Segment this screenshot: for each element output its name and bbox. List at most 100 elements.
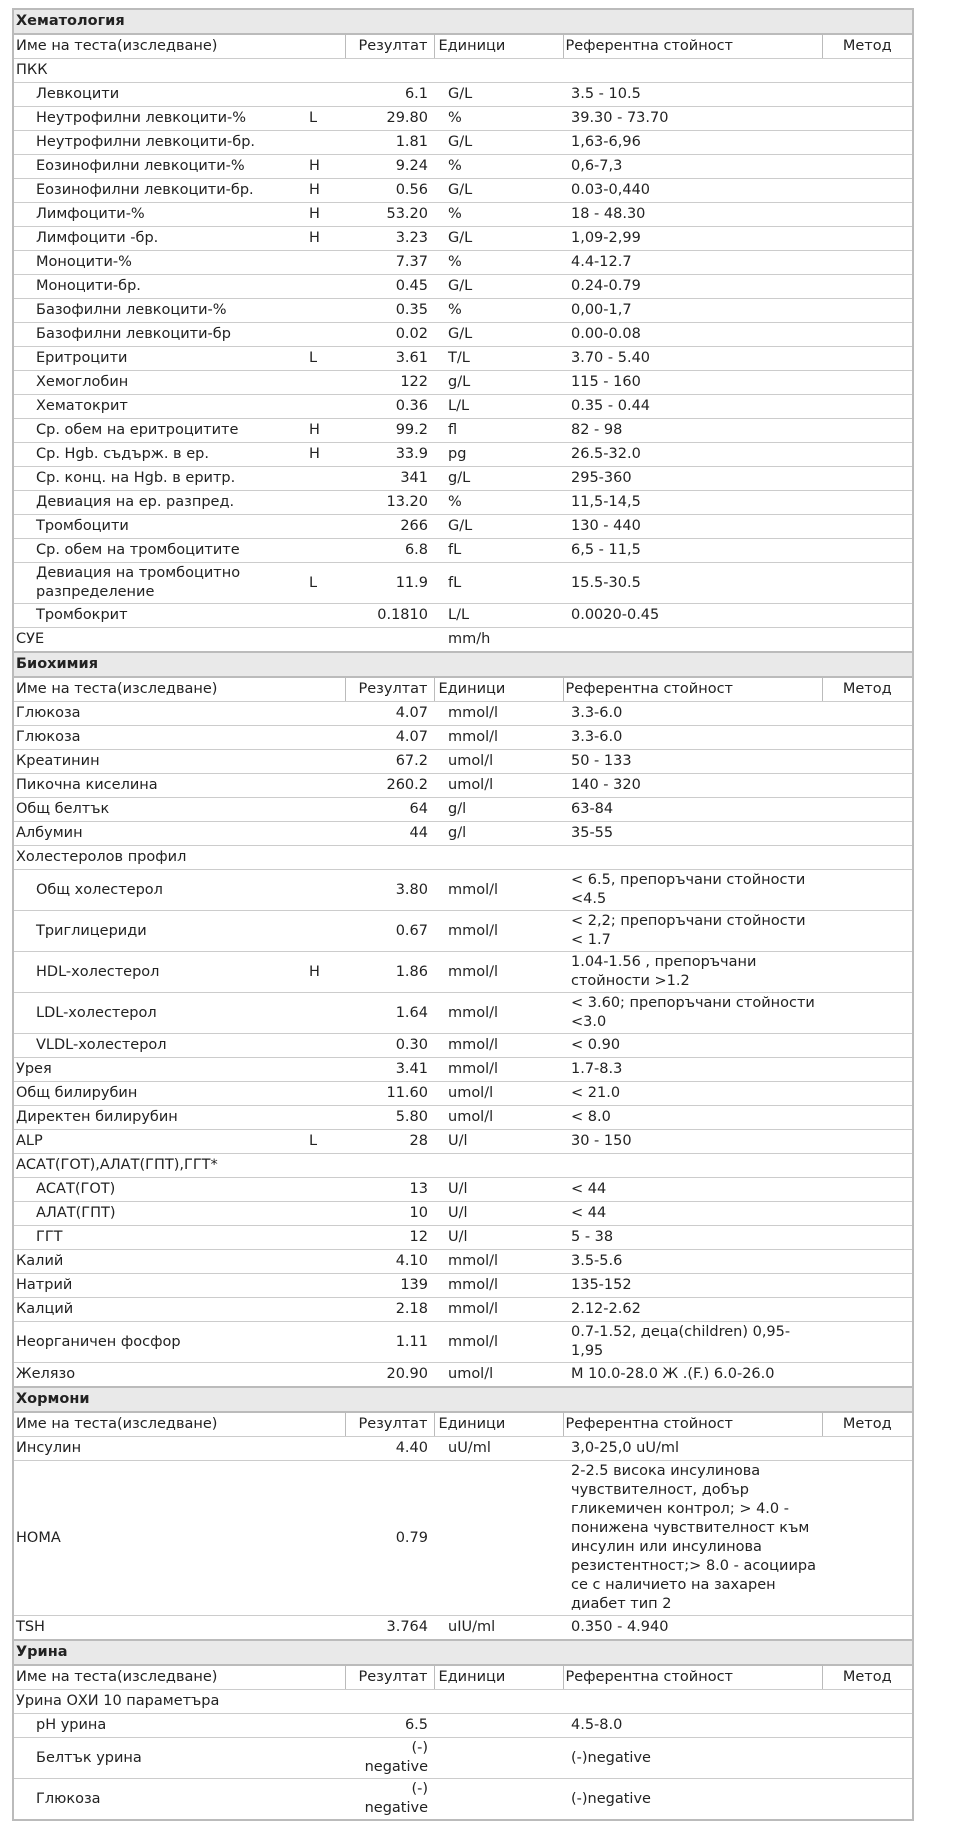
result: 1.64 <box>345 992 434 1034</box>
test-name: АСАТ(ГОТ) <box>13 1177 305 1202</box>
section-title: Биохимия <box>13 651 914 678</box>
result-row: Базофилни левкоцити-% 0.35% 0,00-1,7 <box>13 298 914 323</box>
flag <box>305 1225 345 1250</box>
unit: % <box>434 298 563 323</box>
test-name: Глюкоза <box>13 725 305 750</box>
test-name: Лимфоцити -бр. <box>13 226 305 251</box>
flag <box>305 130 345 155</box>
unit: % <box>434 250 563 275</box>
test-name: Натрий <box>13 1273 305 1298</box>
flag <box>305 1321 345 1363</box>
result-row: HOMA 0.79 2-2.5 висока инсулинова чувствит… <box>13 1460 914 1616</box>
test-name: Калций <box>13 1297 305 1322</box>
result-row: АЛАТ(ГПТ) 10 U/l < 44 <box>13 1201 914 1226</box>
reference: 18 - 48.30 <box>563 202 822 227</box>
method <box>822 202 914 227</box>
flag <box>305 82 345 107</box>
result: 3.41 <box>345 1057 434 1082</box>
result: 11.60 <box>345 1081 434 1106</box>
result-row: Общ белтък 64 g/l 63-84 <box>13 797 914 822</box>
flag <box>305 603 345 628</box>
unit <box>434 1153 563 1178</box>
result: 2.18 <box>345 1297 434 1322</box>
test-name: Ср. обем на еритроцитите <box>13 418 305 443</box>
flag <box>305 1177 345 1202</box>
result-row: Желязо 20.90 umol/l М 10.0-28.0 Ж .(F.) 6.0… <box>13 1362 914 1388</box>
reference: 2-2.5 висока инсулинова чувствителност, … <box>563 1460 822 1616</box>
unit: % <box>434 490 563 515</box>
unit: U/l <box>434 1225 563 1250</box>
unit <box>434 58 563 83</box>
method <box>822 1177 914 1202</box>
reference: 1,63-6,96 <box>563 130 822 155</box>
result: 4.10 <box>345 1249 434 1274</box>
method <box>822 394 914 419</box>
result: 11.9 <box>345 562 434 604</box>
result: 0.35 <box>345 298 434 323</box>
header-row: Име на теста(изследване) Резултат Единици Р… <box>13 677 914 702</box>
test-name: Моноцити-% <box>13 250 305 275</box>
flag <box>305 773 345 798</box>
result-row: TSH 3.764 uIU/ml 0.350 - 4.940 <box>13 1615 914 1641</box>
column-header: Метод <box>822 677 914 702</box>
flag <box>305 1273 345 1298</box>
reference: 1,09-2,99 <box>563 226 822 251</box>
result: 4.40 <box>345 1436 434 1461</box>
result: 139 <box>345 1273 434 1298</box>
result: (-) negative <box>345 1737 434 1779</box>
result-row: ALP L 28 U/l 30 - 150 <box>13 1129 914 1154</box>
result: 3.61 <box>345 346 434 371</box>
unit: G/L <box>434 226 563 251</box>
result: 0.45 <box>345 274 434 299</box>
method <box>822 490 914 515</box>
flag <box>305 627 345 653</box>
result: 33.9 <box>345 442 434 467</box>
reference <box>563 627 822 653</box>
flag <box>305 1436 345 1461</box>
test-name: ALP <box>13 1129 305 1154</box>
unit: uU/ml <box>434 1436 563 1461</box>
result-row: Ср. обем на тромбоцитите 6.8 fL 6,5 - 11,5 <box>13 538 914 563</box>
flag <box>305 298 345 323</box>
method <box>822 250 914 275</box>
reference: (-)negative <box>563 1737 822 1779</box>
flag <box>305 250 345 275</box>
result-row: ГГТ 12 U/l 5 - 38 <box>13 1225 914 1250</box>
method <box>822 370 914 395</box>
reference: < 0.90 <box>563 1033 822 1058</box>
test-name: Креатинин <box>13 749 305 774</box>
result: 266 <box>345 514 434 539</box>
result: 1.86 <box>345 951 434 993</box>
test-name: Пикочна киселина <box>13 773 305 798</box>
test-name: Глюкоза <box>13 1778 305 1821</box>
reference: 30 - 150 <box>563 1129 822 1154</box>
unit: % <box>434 106 563 131</box>
unit: uIU/ml <box>434 1615 563 1641</box>
method <box>822 1615 914 1641</box>
result: 20.90 <box>345 1362 434 1388</box>
method <box>822 1321 914 1363</box>
reference: 15.5-30.5 <box>563 562 822 604</box>
flag <box>305 701 345 726</box>
test-name: Неутрофилни левкоцити-бр. <box>13 130 305 155</box>
section-title: Урина <box>13 1639 914 1666</box>
flag <box>305 538 345 563</box>
result-row: Ср. конц. на Hgb. в еритр. 341 g/L 295-360 <box>13 466 914 491</box>
lab-report: Хематология Име на теста(изследване) Резул… <box>12 8 915 1821</box>
test-name: Албумин <box>13 821 305 846</box>
reference: 135-152 <box>563 1273 822 1298</box>
column-header: Референтна стойност <box>563 1665 823 1690</box>
result: 7.37 <box>345 250 434 275</box>
method <box>822 749 914 774</box>
column-header: Референтна стойност <box>563 34 823 59</box>
test-name: Калий <box>13 1249 305 1274</box>
result: 64 <box>345 797 434 822</box>
test-name: LDL-холестерол <box>13 992 305 1034</box>
method <box>822 130 914 155</box>
method <box>822 298 914 323</box>
column-header: Единици <box>434 677 564 702</box>
reference: < 2,2; препоръчани стойности < 1.7 <box>563 910 822 952</box>
section-row: Урина <box>13 1639 914 1666</box>
result-row: pH урина 6.5 4.5-8.0 <box>13 1713 914 1738</box>
method <box>822 562 914 604</box>
